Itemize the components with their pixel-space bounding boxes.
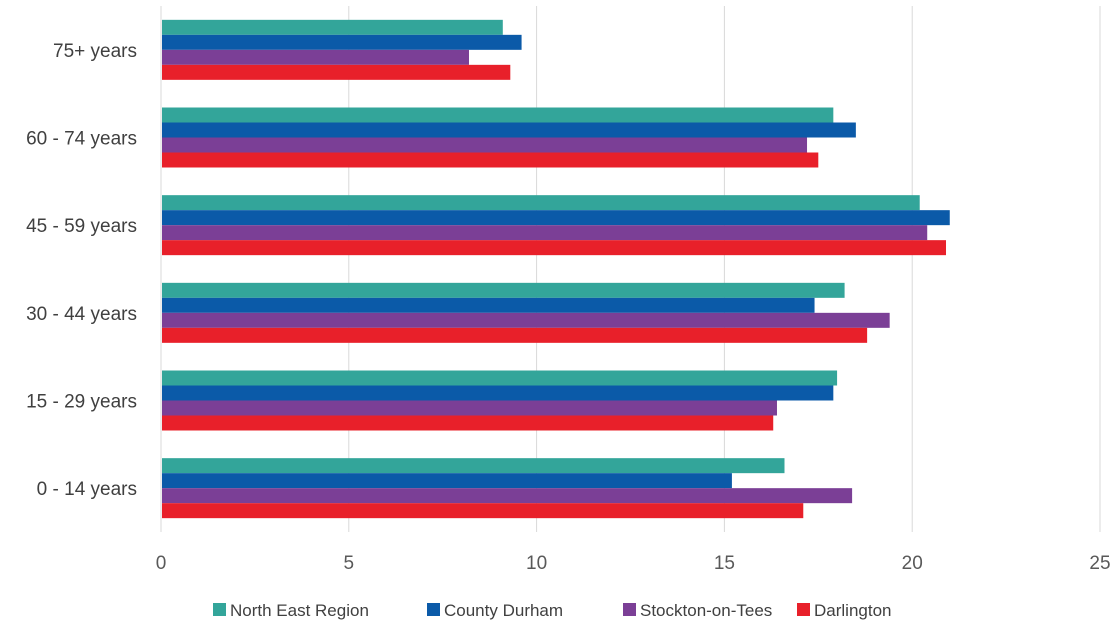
legend-swatch <box>427 603 440 616</box>
bar <box>162 312 890 328</box>
bar <box>162 137 808 153</box>
legend: North East Region County Durham Stockton-o… <box>213 601 892 620</box>
legend-swatch <box>797 603 810 616</box>
category-label: 75+ years <box>53 41 137 62</box>
bar <box>162 473 732 489</box>
bar <box>162 49 469 65</box>
bar <box>162 415 774 431</box>
bar <box>162 240 947 256</box>
x-tick-label: 5 <box>344 553 355 574</box>
x-tick-label: 15 <box>714 553 735 574</box>
bar <box>162 152 819 168</box>
bars <box>162 19 950 519</box>
bar <box>162 19 503 35</box>
category-label: 0 - 14 years <box>37 479 137 500</box>
bar <box>162 225 928 241</box>
bar <box>162 503 804 519</box>
bar <box>162 297 815 313</box>
x-tick-label: 10 <box>526 553 547 574</box>
bar <box>162 107 834 123</box>
category-label: 15 - 29 years <box>26 392 137 413</box>
bar <box>162 210 950 226</box>
category-label: 60 - 74 years <box>26 129 137 150</box>
bar <box>162 64 511 80</box>
x-tick-label: 0 <box>156 553 167 574</box>
gridlines <box>348 6 1101 532</box>
legend-swatch <box>623 603 636 616</box>
x-tick-label: 20 <box>902 553 923 574</box>
bar <box>162 282 845 298</box>
bar <box>162 488 853 504</box>
bar <box>162 385 834 401</box>
bar <box>162 34 522 50</box>
category-label: 45 - 59 years <box>26 216 137 237</box>
category-label: 30 - 44 years <box>26 304 137 325</box>
x-tick-label: 25 <box>1089 553 1110 574</box>
bar <box>162 195 920 211</box>
bar <box>162 458 785 474</box>
category-labels: 0 - 14 years 15 - 29 years 30 - 44 years 45… <box>26 41 137 500</box>
bar <box>162 327 868 343</box>
legend-swatch <box>213 603 226 616</box>
bar <box>162 400 777 416</box>
x-tick-labels: 0 5 10 15 20 25 <box>156 553 1111 574</box>
legend-label: County Durham <box>444 601 563 620</box>
bar <box>162 370 838 386</box>
bar <box>162 122 856 138</box>
legend-label: Darlington <box>814 601 892 620</box>
legend-label: North East Region <box>230 601 369 620</box>
legend-label: Stockton-on-Tees <box>640 601 772 620</box>
